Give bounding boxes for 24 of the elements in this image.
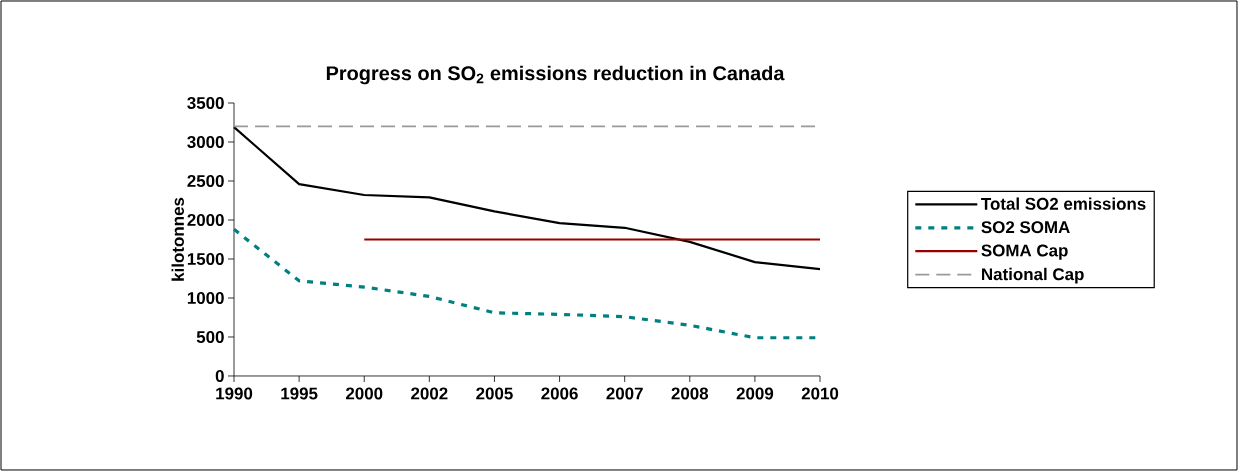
x-tick-label: 1995 [281,387,318,400]
x-tick-label: 2005 [476,387,513,400]
x-tick-label: 2000 [345,387,383,400]
x-tick-label: 2009 [736,387,774,400]
chart-title: Progress on SO$_{2}$ emissions reduction in Canada [326,65,785,85]
y-tick-label: 3500 [187,96,224,109]
y-axis-title: kilotonnes [171,197,184,281]
y-tick-label: 0 [215,369,224,382]
legend-label: SO2 SOMA [981,221,1070,234]
legend-label: SOMA Cap [981,244,1068,260]
legend-label: Total SO2 emissions [981,197,1146,210]
x-tick-label: 2010 [801,387,839,400]
y-tick-label: 2500 [187,174,224,187]
y-tick-label: 2000 [187,213,224,226]
x-tick-label: 2002 [411,387,448,400]
x-tick-label: 2008 [671,387,709,400]
x-tick-label: 2007 [606,387,643,400]
x-tick-label: 2006 [541,387,578,400]
y-tick-label: 1000 [187,291,224,304]
legend-label: National Cap [982,267,1084,284]
y-tick-label: 500 [196,330,224,343]
x-tick-label: 1990 [216,387,253,400]
y-tick-label: 3000 [187,135,224,148]
y-tick-label: 1500 [187,252,224,265]
